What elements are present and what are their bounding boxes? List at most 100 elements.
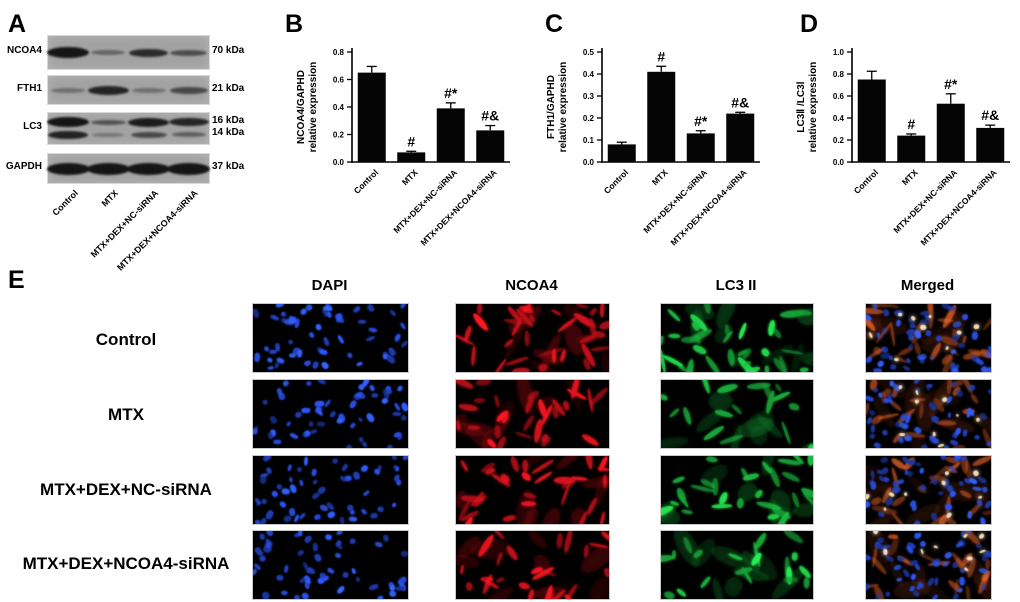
blot-band <box>48 130 89 139</box>
column-header-merged: Merged <box>900 277 955 294</box>
blot-band <box>128 117 170 127</box>
blot-ncoa4 <box>47 35 210 70</box>
micrograph-merged <box>865 530 992 600</box>
lane-label: MTX+DEX+NCOA4-siRNA <box>115 188 201 273</box>
svg-text:0.4: 0.4 <box>583 70 595 79</box>
micrograph-dapi <box>252 379 409 449</box>
panel-a-letter: A <box>8 10 27 38</box>
svg-text:0.3: 0.3 <box>583 92 595 101</box>
svg-text:0.8: 0.8 <box>833 70 845 79</box>
micrograph-merged <box>865 379 992 449</box>
blot-fth1 <box>47 75 210 105</box>
blot-band <box>131 88 166 94</box>
panel-e: E DAPI NCOA4 LC3 II Merged Control MTX M… <box>0 265 1020 602</box>
svg-text:1.0: 1.0 <box>833 48 845 57</box>
kda-label: 37 kDa <box>212 161 245 172</box>
micrograph-dapi <box>252 530 409 600</box>
micrograph-lc3ii <box>660 530 814 600</box>
micrograph-dapi <box>252 455 409 525</box>
panel-d-letter: D <box>800 10 819 38</box>
svg-text:0.4: 0.4 <box>833 114 845 123</box>
blot-band <box>129 48 169 57</box>
blot-band <box>171 132 206 138</box>
svg-text:Control: Control <box>852 167 880 195</box>
micrograph-ncoa4 <box>455 455 610 525</box>
svg-text:MTX+DEX+NCOA4-siRNA: MTX+DEX+NCOA4-siRNA <box>668 167 748 247</box>
kda-label: 16 kDa <box>212 115 245 126</box>
svg-text:NCOA4/GAPHD: NCOA4/GAPHD <box>296 70 307 144</box>
blot-band <box>92 132 125 137</box>
panel-b-letter: B <box>285 10 304 38</box>
blot-band <box>170 49 208 56</box>
column-header-dapi: DAPI <box>311 277 348 294</box>
svg-text:0.4: 0.4 <box>333 103 345 112</box>
micrograph-merged <box>865 455 992 525</box>
svg-text:0.2: 0.2 <box>583 114 595 123</box>
svg-text:#*: #* <box>444 85 458 101</box>
micrograph-lc3ii <box>660 455 814 525</box>
bar-chart-lc3-ratio: 0.0 0.2 0.4 0.6 0.8 1.0 Control # MTX #* MTX+DEX+N… <box>796 48 1010 248</box>
svg-text:#*: #* <box>944 76 958 92</box>
micrograph-merged <box>865 303 992 373</box>
lane-label: Control <box>50 188 81 218</box>
micrograph-ncoa4 <box>455 530 610 600</box>
svg-text:0.5: 0.5 <box>583 48 595 57</box>
svg-text:#: # <box>907 116 915 132</box>
svg-text:0.8: 0.8 <box>333 48 345 57</box>
lane-label: MTX+DEX+NC-siRNA <box>88 188 161 260</box>
blot-band <box>130 131 167 138</box>
panel-a: A NCOA4 FTH1 LC3 GAPDH 70 kDa 21 kDa 16 … <box>0 0 270 273</box>
svg-text:0.2: 0.2 <box>833 136 845 145</box>
svg-text:#&: #& <box>981 107 999 123</box>
blot-band <box>90 119 126 125</box>
row-label: MTX+DEX+NCOA4-siRNA <box>22 554 230 573</box>
blot-band <box>47 47 90 58</box>
svg-text:Control: Control <box>602 167 630 195</box>
micrograph-dapi <box>252 303 409 373</box>
kda-label: 70 kDa <box>212 45 245 56</box>
svg-text:0.2: 0.2 <box>333 131 345 140</box>
svg-text:relative expression: relative expression <box>808 62 819 153</box>
blot-band <box>167 162 211 175</box>
micrograph-lc3ii <box>660 303 814 373</box>
svg-text:relative expression: relative expression <box>558 62 569 153</box>
svg-text:0.6: 0.6 <box>333 76 345 85</box>
row-label: MTX+DEX+NC-siRNA <box>40 480 212 499</box>
micrograph-lc3ii <box>660 379 814 449</box>
blot-band <box>169 87 208 95</box>
svg-text:0.0: 0.0 <box>583 158 595 167</box>
blot-gapdh <box>46 153 211 184</box>
column-header-lc3ii: LC3 II <box>715 277 757 294</box>
kda-label: 14 kDa <box>212 127 245 138</box>
svg-text:0.0: 0.0 <box>333 158 345 167</box>
micrograph-ncoa4 <box>455 379 610 449</box>
micrograph-ncoa4 <box>455 303 610 373</box>
svg-text:relative expression: relative expression <box>308 62 319 153</box>
panel-e-letter: E <box>8 266 25 294</box>
blot-band <box>46 162 90 175</box>
panel-b-chart: B 0.0 0.2 0.4 0.6 0.8 Control # MTX #* MTX+DEX+NC… <box>270 0 520 265</box>
bar-chart-fth1: 0.0 0.1 0.2 0.3 0.4 0.5 Control # MTX #* MTX+DEX+N… <box>546 48 760 248</box>
blot-protein-label: FTH1 <box>17 83 42 94</box>
svg-text:MTX: MTX <box>650 167 670 187</box>
svg-text:0.0: 0.0 <box>833 158 845 167</box>
panel-c-letter: C <box>545 10 564 38</box>
lane-label: MTX <box>99 188 121 209</box>
svg-text:MTX+DEX+NCOA4-siRNA: MTX+DEX+NCOA4-siRNA <box>418 167 498 247</box>
svg-text:FTH1/GAPHD: FTH1/GAPHD <box>546 75 557 139</box>
svg-text:Control: Control <box>352 167 380 195</box>
blot-band <box>86 162 130 175</box>
blot-band <box>168 118 209 127</box>
svg-text:MTX+DEX+NCOA4-siRNA: MTX+DEX+NCOA4-siRNA <box>918 167 998 247</box>
blot-band <box>91 50 126 55</box>
row-label: Control <box>95 330 157 349</box>
svg-text:#: # <box>657 48 665 64</box>
blot-protein-label: NCOA4 <box>6 45 42 56</box>
blot-band <box>47 117 90 128</box>
svg-text:0.1: 0.1 <box>583 136 595 145</box>
blot-lc3 <box>47 112 210 145</box>
svg-text:MTX: MTX <box>900 167 920 187</box>
bar-chart-ncoa4: 0.00.20.40.60.8Control#MTX#*MTX+DEX+NC-s… <box>296 48 510 248</box>
blot-band <box>51 88 86 94</box>
